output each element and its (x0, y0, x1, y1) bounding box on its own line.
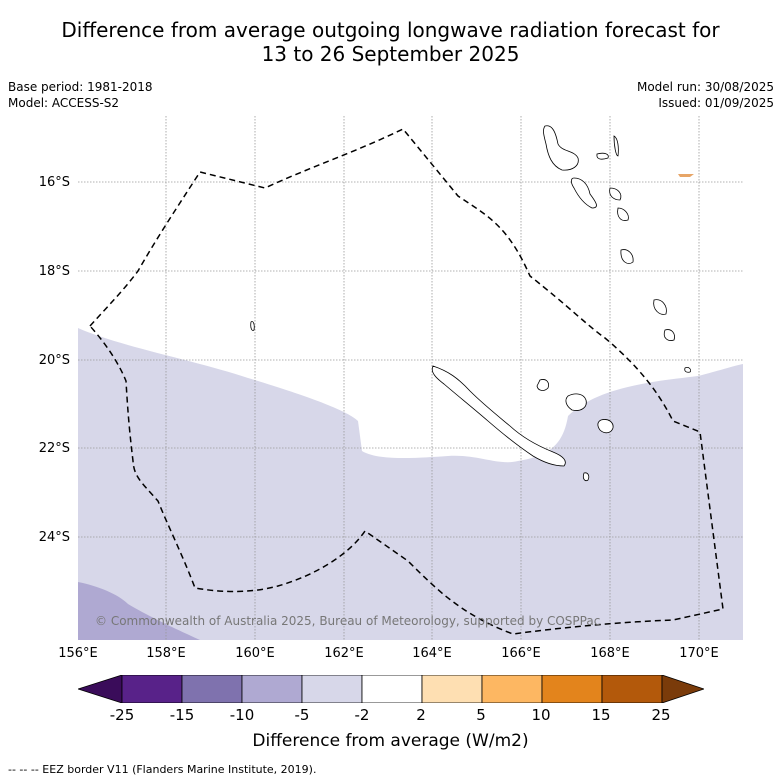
colorbar-segment-3 (241, 675, 303, 703)
meta-right: Model run: 30/08/2025 Issued: 01/09/2025 (637, 79, 774, 111)
pentecost-island (609, 187, 622, 201)
eez-border (88, 128, 724, 635)
gridlines (78, 116, 743, 640)
colorbar (78, 675, 704, 703)
lat-label-24s: 24°S (38, 530, 70, 545)
eez-legend-footer: -- -- -- EEZ border V11 (Flanders Marine… (8, 763, 317, 776)
meta-left: Base period: 1981-2018 Model: ACCESS-S2 (8, 79, 153, 111)
cb-label-3: -5 (294, 706, 310, 724)
chesterfield-island (250, 321, 255, 331)
malakula-island (570, 177, 597, 209)
ambae-island (596, 152, 609, 160)
model-text: Model: ACCESS-S2 (8, 96, 120, 110)
efate-island (617, 207, 629, 221)
new-caledonia-island (431, 365, 566, 467)
colorbar-segment-5 (361, 675, 423, 703)
aneityum-island (663, 329, 675, 341)
colorbar-segment-4 (301, 675, 363, 703)
cb-label-5: 2 (416, 706, 426, 724)
lon-label-156e: 156°E (58, 646, 98, 661)
erromango-island (620, 249, 634, 264)
title-line-2: 13 to 26 September 2025 (261, 42, 520, 66)
lon-label-162e: 162°E (324, 646, 364, 661)
colorbar-segment-1 (121, 675, 183, 703)
issued-text: Issued: 01/09/2025 (658, 96, 774, 110)
hunter-island-marker (678, 174, 694, 177)
lat-label-16s: 16°S (38, 175, 70, 190)
tanna-island (653, 299, 667, 315)
small-island-1 (684, 367, 692, 373)
colorbar-segment-8 (541, 675, 603, 703)
map-title: Difference from average outgoing longwav… (0, 18, 781, 66)
cb-label-9: 25 (651, 706, 671, 724)
lon-label-170e: 170°E (679, 646, 719, 661)
lon-label-168e: 168°E (590, 646, 630, 661)
colorbar-segment-9 (601, 675, 663, 703)
colorbar-arrow-high (661, 675, 704, 703)
colorbar-segment-6 (421, 675, 483, 703)
anomaly-region-light (78, 328, 743, 640)
title-line-1: Difference from average outgoing longwav… (61, 18, 720, 42)
mare-island (597, 419, 614, 434)
lifou-island (565, 393, 587, 411)
lon-label-158e: 158°E (146, 646, 186, 661)
ouvea-island (536, 379, 549, 391)
base-period-text: Base period: 1981-2018 (8, 80, 153, 94)
colorbar-segment-2 (181, 675, 243, 703)
model-run-text: Model run: 30/08/2025 (636, 80, 774, 94)
cb-label-7: 10 (531, 706, 551, 724)
colorbar-segment-7 (481, 675, 543, 703)
colorbar-arrow-low (78, 675, 123, 703)
copyright-text: © Commonwealth of Australia 2025, Bureau… (95, 614, 601, 628)
lat-label-22s: 22°S (38, 441, 70, 456)
cb-label-6: 5 (476, 706, 486, 724)
lat-label-20s: 20°S (38, 353, 70, 368)
lat-label-18s: 18°S (38, 264, 70, 279)
lon-label-164e: 164°E (412, 646, 452, 661)
espiritu-santo-island (543, 125, 579, 171)
isle-of-pines (582, 472, 590, 481)
cb-label-4: -2 (354, 706, 370, 724)
lon-label-160e: 160°E (235, 646, 275, 661)
anomaly-region-mid (78, 582, 200, 640)
cb-label-2: -10 (229, 706, 255, 724)
colorbar-title: Difference from average (W/m2) (252, 731, 529, 751)
cb-label-8: 15 (591, 706, 611, 724)
lon-label-166e: 166°E (501, 646, 541, 661)
cb-label-1: -15 (169, 706, 195, 724)
map-panel (78, 116, 743, 640)
maewo-island (613, 135, 619, 157)
cb-label-0: -25 (109, 706, 135, 724)
